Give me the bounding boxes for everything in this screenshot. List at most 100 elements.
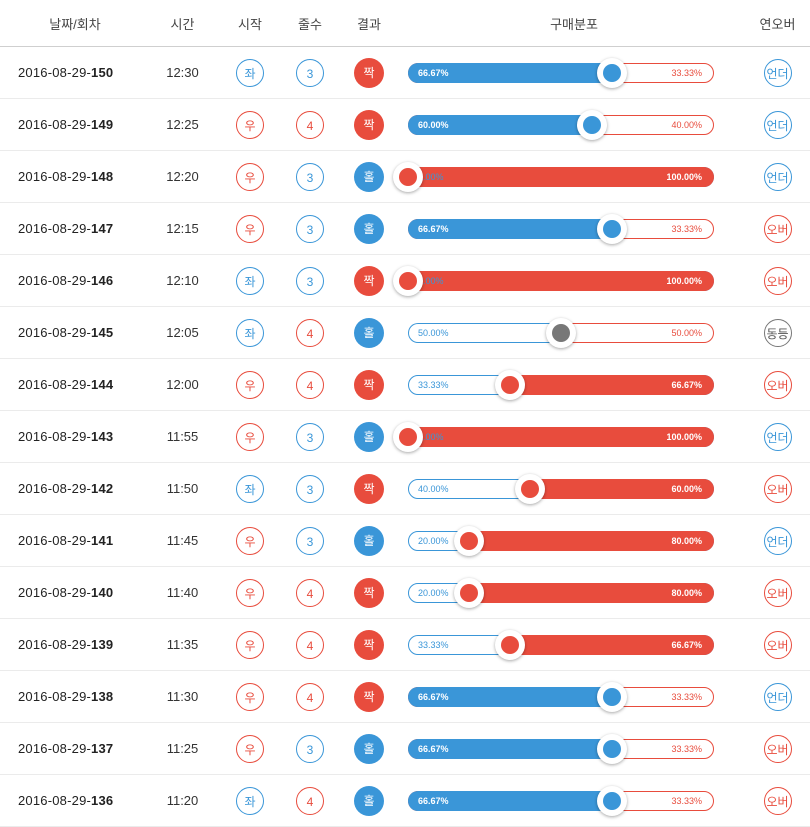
time-cell: 11:40 [150,566,215,619]
time-cell: 11:45 [150,514,215,567]
start-badge: 우 [236,110,264,139]
distribution-cell: 60.00% 40.00% [403,98,745,151]
streak-badge: 오버 [763,786,792,815]
distribution-cell: 33.33% 66.67% [403,358,745,411]
distribution-cell: 66.67% 33.33% [403,774,745,827]
distribution-cell: 66.67% 33.33% [403,202,745,255]
table-row: 2016-08-29-136 11:20 좌 4 홀 66.67% 33.33%… [0,774,810,827]
right-percent-label: 100.00% [666,431,702,442]
right-percent-label: 33.33% [671,691,702,702]
time-cell: 12:25 [150,98,215,151]
start-badge: 우 [236,214,264,243]
result-badge: 짝 [354,681,384,712]
distribution-cell: 0.00% 100.00% [393,254,745,307]
right-percent-label: 33.33% [671,743,702,754]
lines-badge: 4 [296,578,324,607]
date-text: 2016-08-29- [18,377,92,392]
header-distribution: 구매분포 [403,0,745,47]
round-number: 150 [91,65,114,80]
distribution-cell: 50.00% 50.00% [403,306,745,359]
date-round-cell: 2016-08-29-150 [0,46,150,99]
distribution-bar: 0.00% 100.00% [393,421,714,452]
streak-badge: 오버 [763,214,792,243]
distribution-cell: 0.00% 100.00% [393,150,745,203]
distribution-bar: 20.00% 80.00% [408,577,714,608]
distribution-cell: 66.67% 33.33% [403,670,745,723]
result-badge: 홀 [354,525,384,556]
distribution-marker [597,57,627,88]
date-text: 2016-08-29- [18,65,92,80]
start-badge: 우 [236,682,264,711]
date-round-cell: 2016-08-29-145 [0,306,150,359]
streak-badge: 언더 [763,422,792,451]
start-badge: 좌 [236,266,264,295]
result-badge: 짝 [354,57,384,88]
left-percent-label: 33.33% [418,379,449,390]
date-round-cell: 2016-08-29-141 [0,514,150,567]
right-percent-label: 33.33% [671,67,702,78]
streak-badge: 오버 [763,734,792,763]
time-cell: 12:00 [150,358,215,411]
time-cell: 11:25 [150,722,215,775]
start-badge: 좌 [236,318,264,347]
right-percent-label: 40.00% [671,119,702,130]
right-percent-label: 80.00% [671,535,702,546]
time-cell: 11:30 [150,670,215,723]
left-percent-label: 33.33% [418,639,449,650]
table-row: 2016-08-29-148 12:20 우 3 홀 0.00% 100.00%… [0,150,810,203]
distribution-bar: 66.67% 33.33% [408,681,714,712]
left-percent-label: 0.00% [418,431,444,442]
distribution-marker [454,577,485,608]
table-row: 2016-08-29-144 12:00 우 4 짝 33.33% 66.67%… [0,358,810,411]
round-number: 148 [91,169,114,184]
right-percent-label: 33.33% [671,223,702,234]
distribution-marker [393,421,423,452]
distribution-bar: 33.33% 66.67% [408,629,714,660]
distribution-cell: 20.00% 80.00% [403,514,745,567]
table-row: 2016-08-29-137 11:25 우 3 홀 66.67% 33.33%… [0,722,810,775]
table-row: 2016-08-29-146 12:10 좌 3 짝 0.00% 100.00%… [0,254,810,307]
distribution-bar: 66.67% 33.33% [408,213,714,244]
left-percent-label: 20.00% [418,587,449,598]
distribution-marker [546,317,576,348]
distribution-marker [494,629,525,660]
date-round-cell: 2016-08-29-140 [0,566,150,619]
distribution-bar: 40.00% 60.00% [408,473,714,504]
distribution-marker [597,213,627,244]
result-badge: 홀 [354,213,384,244]
start-badge: 좌 [236,786,264,815]
round-number: 136 [91,793,114,808]
round-number: 141 [91,533,114,548]
lines-badge: 4 [296,682,324,711]
lines-badge: 3 [296,58,324,87]
date-round-cell: 2016-08-29-138 [0,670,150,723]
date-text: 2016-08-29- [18,117,92,132]
lines-badge: 3 [296,474,324,503]
distribution-marker [597,733,627,764]
lines-badge: 4 [296,370,324,399]
distribution-marker [494,369,525,400]
distribution-cell: 20.00% 80.00% [403,566,745,619]
round-number: 137 [91,741,114,756]
table-row: 2016-08-29-138 11:30 우 4 짝 66.67% 33.33%… [0,670,810,723]
streak-badge: 언더 [763,110,792,139]
right-percent-label: 60.00% [671,483,702,494]
result-badge: 짝 [354,265,384,296]
round-number: 138 [91,689,114,704]
date-text: 2016-08-29- [18,689,92,704]
round-number: 149 [91,117,114,132]
streak-badge: 동등 [763,318,792,347]
date-text: 2016-08-29- [18,637,92,652]
date-round-cell: 2016-08-29-136 [0,774,150,827]
start-badge: 우 [236,578,264,607]
header-time: 시간 [150,0,215,47]
lines-badge: 3 [296,266,324,295]
lines-badge: 4 [296,786,324,815]
result-badge: 짝 [354,473,384,504]
date-round-cell: 2016-08-29-149 [0,98,150,151]
result-badge: 홀 [354,161,384,192]
result-badge: 홀 [354,421,384,452]
result-badge: 짝 [354,629,384,660]
streak-badge: 오버 [763,578,792,607]
